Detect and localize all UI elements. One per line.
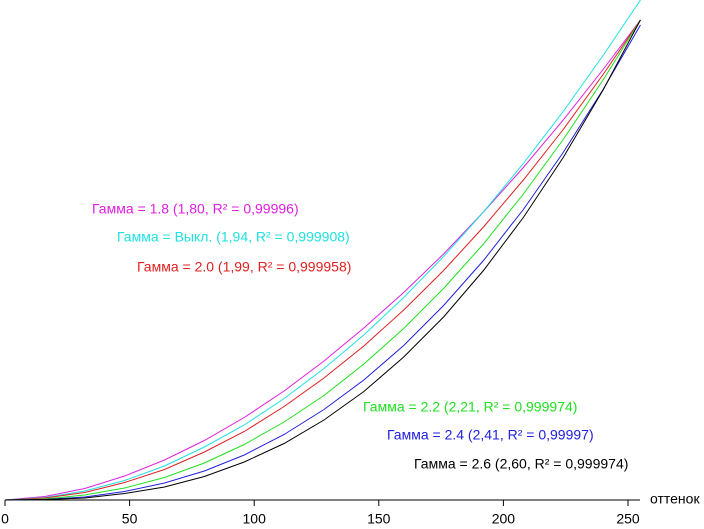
x-axis-label: оттенок: [650, 491, 700, 507]
series-label: Гамма = 2.0 (1,99, R² = 0,999958): [137, 259, 351, 275]
series-label: Гамма = Выкл. (1,94, R² = 0,999908): [117, 229, 350, 245]
series-label: Гамма = 2.4 (2,41, R² = 0,99997): [387, 427, 594, 443]
x-tick-label: 50: [122, 511, 138, 527]
series-line: [4, 24, 641, 501]
series-label: Гамма = 1.8 (1,80, R² = 0,99996): [92, 201, 299, 217]
series-line: [4, 19, 641, 501]
series-line: [4, 19, 641, 501]
series-label: Гамма = 2.6 (2,60, R² = 0,999974): [414, 456, 628, 472]
series-line: [4, 19, 641, 501]
series-label: Гамма = 2.2 (2,21, R² = 0,999974): [363, 399, 577, 415]
x-tick-label: 250: [616, 511, 640, 527]
x-tick-label: 200: [492, 511, 516, 527]
series-line: [4, 19, 641, 501]
x-tick-label: 0: [1, 511, 9, 527]
x-tick-label: 150: [367, 511, 391, 527]
series-line: [4, 0, 641, 501]
x-tick-label: 100: [243, 511, 267, 527]
